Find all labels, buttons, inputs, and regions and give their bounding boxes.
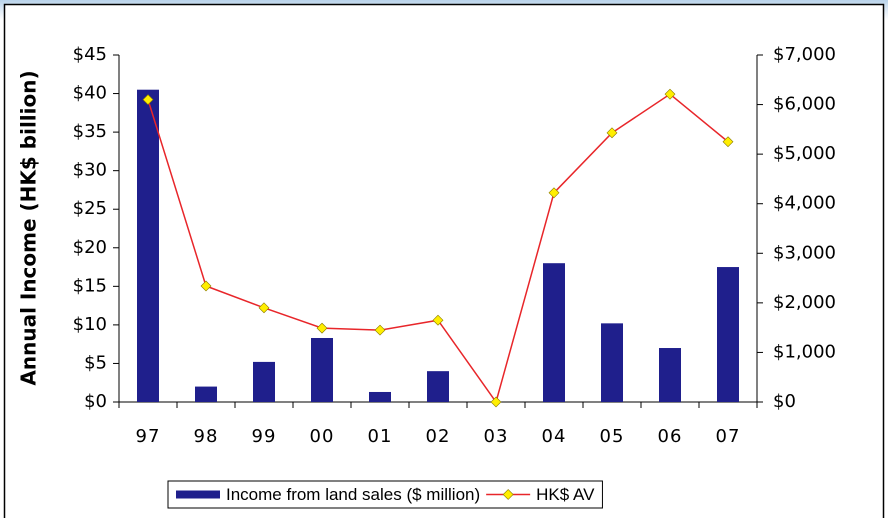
bar — [369, 391, 391, 402]
y2-tick-label: $5,000 — [773, 143, 836, 164]
bar — [311, 337, 333, 402]
y2-tick-label: $2,000 — [773, 292, 836, 313]
y-tick-label: $30 — [73, 160, 107, 181]
legend-swatch — [176, 490, 220, 499]
x-tick-label: 99 — [252, 426, 277, 447]
x-tick-label: 98 — [194, 426, 219, 447]
y2-tick-label: $4,000 — [773, 193, 836, 214]
y-tick-label: $15 — [73, 275, 107, 296]
x-tick-label: 03 — [484, 426, 509, 447]
bar — [543, 263, 565, 402]
y-axis-label: Annual Income (HK$ billion) — [17, 70, 41, 385]
legend-label: Income from land sales ($ million) — [226, 485, 480, 504]
marker — [142, 94, 154, 106]
y-tick-label: $10 — [73, 314, 107, 335]
bar — [427, 371, 449, 402]
y-tick-label: $45 — [73, 44, 107, 65]
y-tick-label: $0 — [84, 391, 107, 412]
y-tick-label: $25 — [73, 198, 107, 219]
x-tick-label: 01 — [368, 426, 393, 447]
bar — [601, 323, 623, 402]
y-tick-label: $5 — [84, 352, 107, 373]
x-tick-label: 04 — [542, 426, 567, 447]
x-tick-label: 02 — [426, 426, 451, 447]
y2-tick-label: $6,000 — [773, 94, 836, 115]
y2-tick-label: $1,000 — [773, 341, 836, 362]
marker — [200, 280, 212, 292]
x-tick-label: 97 — [136, 426, 161, 447]
bar — [717, 267, 739, 402]
marker — [548, 187, 560, 199]
x-tick-label: 05 — [600, 426, 625, 447]
marker — [722, 136, 734, 148]
marker — [490, 396, 502, 408]
x-tick-label: 07 — [716, 426, 741, 447]
marker — [316, 322, 328, 334]
marker — [664, 88, 676, 100]
y2-tick-label: $7,000 — [773, 44, 836, 65]
bar — [253, 361, 275, 402]
x-tick-label: 00 — [310, 426, 335, 447]
y-tick-label: $20 — [73, 237, 107, 258]
y-tick-label: $35 — [73, 121, 107, 142]
marker — [258, 302, 270, 314]
y-tick-label: $40 — [73, 83, 107, 104]
y2-tick-label: $0 — [773, 391, 796, 412]
marker — [374, 324, 386, 336]
legend-label: HK$ AV — [536, 485, 595, 504]
x-tick-label: 06 — [658, 426, 683, 447]
marker — [606, 127, 618, 139]
bar — [195, 386, 217, 402]
bar — [659, 348, 681, 402]
bar — [137, 89, 159, 402]
y2-tick-label: $3,000 — [773, 242, 836, 263]
legend-marker — [502, 489, 514, 500]
marker — [432, 314, 444, 326]
